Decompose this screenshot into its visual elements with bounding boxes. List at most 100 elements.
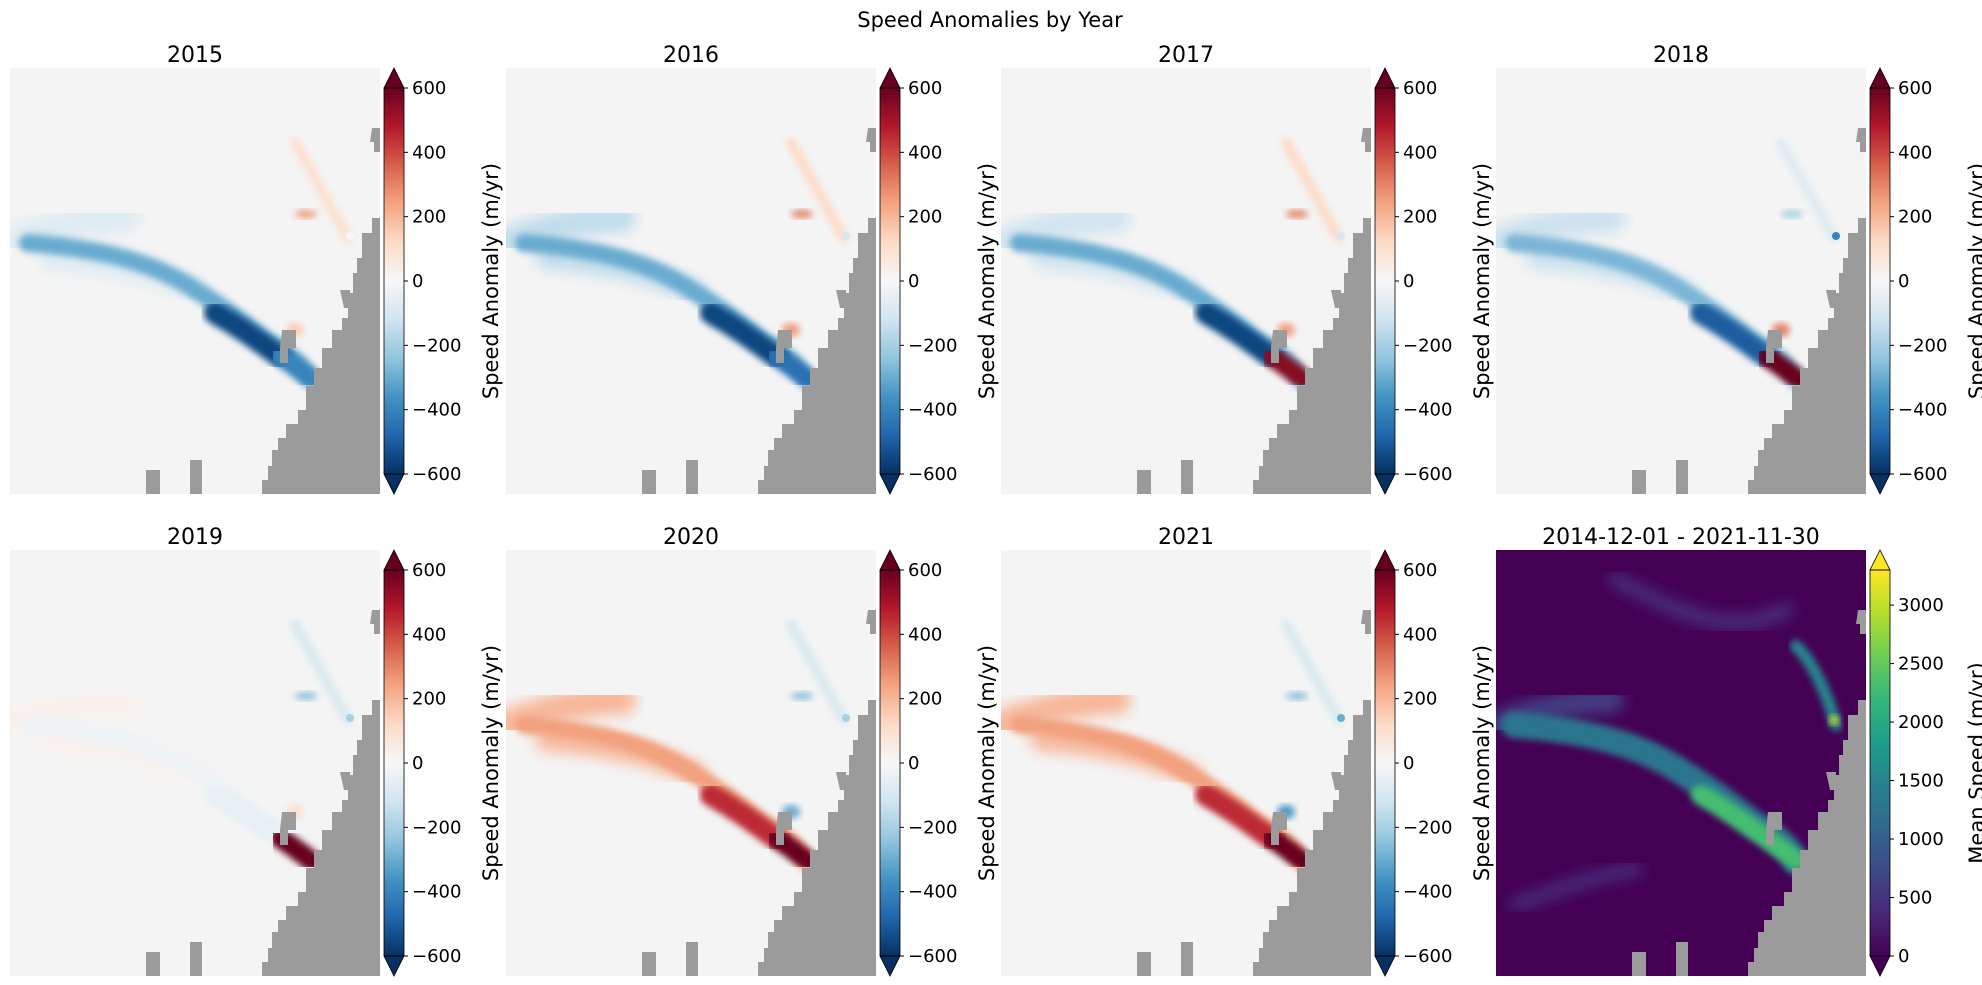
- tributary-flow: [1608, 572, 1794, 631]
- land-island: [836, 290, 846, 308]
- land-island: [1632, 952, 1646, 976]
- land-island: [776, 812, 792, 845]
- panel-title: 2016: [663, 43, 719, 68]
- north-glacier-tip: [1337, 232, 1345, 240]
- colorbar-tick-label: 0: [1403, 271, 1414, 292]
- colorbar-tick-label: −600: [412, 464, 461, 485]
- panel-2019: 2019 600 400 200 0 −200 −400 −600 Speed Anomaly …: [10, 525, 503, 977]
- colorbar-extend-min: [1869, 473, 1891, 495]
- colorbar-extend-min: [879, 473, 901, 495]
- colorbar-tick-label: −200: [908, 817, 957, 838]
- colorbar-extend-min: [1869, 955, 1891, 977]
- land-island: [1676, 460, 1688, 494]
- north-glacier-front: [791, 210, 813, 218]
- colorbar-extend-min: [1374, 473, 1396, 495]
- colorbar-tick-label: 3000: [1898, 595, 1944, 616]
- colorbar-tick-label: 0: [1898, 271, 1909, 292]
- colorbar-tick-label: 600: [1403, 560, 1437, 581]
- land-island: [686, 460, 698, 494]
- colorbar-tick-label: 1000: [1898, 829, 1944, 850]
- colorbar: 600 400 200 0 −200 −400 −600 Speed Anomaly (m/y…: [383, 67, 503, 495]
- north-glacier-tip: [1829, 715, 1839, 725]
- land-mask: [1253, 218, 1371, 494]
- colorbar-tick-label: 2500: [1898, 654, 1944, 675]
- colorbar-tick-label: 400: [1403, 142, 1437, 163]
- colorbar-tick-label: −600: [1403, 464, 1452, 485]
- colorbar-tick-label: −600: [908, 946, 957, 967]
- land-island: [1331, 290, 1341, 308]
- colorbar-tick-label: −400: [908, 882, 957, 903]
- colorbar-tick-label: 200: [1403, 207, 1437, 228]
- colorbar-tick-label: −400: [412, 882, 461, 903]
- north-glacier-flow: [1776, 138, 1839, 243]
- north-glacier-flow: [290, 138, 353, 243]
- colorbar-extend-max: [383, 67, 405, 89]
- colorbar-tick-label: −400: [1403, 882, 1452, 903]
- colorbar-label: Mean Speed (m/yr): [1965, 662, 1982, 863]
- panel-title: 2017: [1158, 43, 1214, 68]
- land-island: [1826, 290, 1836, 308]
- land-mask: [1748, 218, 1866, 494]
- north-glacier-flow: [786, 620, 849, 725]
- north-glacier-flow: [1281, 138, 1344, 243]
- land-island: [1331, 772, 1341, 790]
- colorbar-label: Speed Anomaly (m/yr): [975, 645, 999, 881]
- colorbar-tick-label: −400: [908, 400, 957, 421]
- land-island: [340, 772, 350, 790]
- colorbar-gradient: [880, 570, 900, 956]
- north-glacier-front: [1286, 210, 1308, 218]
- colorbar-extend-max: [879, 549, 901, 571]
- panel-2016: 2016 600 400 200 0 −200 −400 −600 Speed Anomaly …: [506, 43, 999, 495]
- land-island: [340, 290, 350, 308]
- colorbar: 600 400 200 0 −200 −400 −600 Speed Anomaly (m/y…: [1374, 67, 1494, 495]
- land-island: [1856, 610, 1866, 634]
- colorbar-extend-max: [1374, 67, 1396, 89]
- colorbar-tick-label: 200: [412, 689, 446, 710]
- land-mask: [262, 700, 380, 976]
- north-glacier-tip: [346, 232, 354, 240]
- colorbar-extend-max: [383, 549, 405, 571]
- colorbar: 600 400 200 0 −200 −400 −600 Speed Anomaly (m/y…: [879, 67, 999, 495]
- colorbar-tick-label: 400: [412, 142, 446, 163]
- colorbar-tick-label: 0: [1898, 946, 1909, 967]
- north-glacier-tip: [346, 714, 354, 722]
- land-island: [1632, 470, 1646, 494]
- colorbar-tick-label: 600: [1898, 78, 1932, 99]
- land-mask: [1253, 700, 1371, 976]
- land-island: [146, 470, 160, 494]
- north-glacier-flow: [1281, 620, 1344, 725]
- colorbar-tick-label: −200: [412, 335, 461, 356]
- colorbar-gradient: [384, 570, 404, 956]
- land-island: [1766, 330, 1782, 363]
- colorbar-extend-max: [1374, 549, 1396, 571]
- land-mask: [1748, 700, 1866, 976]
- land-island: [1181, 460, 1193, 494]
- colorbar-gradient: [1870, 570, 1890, 956]
- land-island: [1826, 772, 1836, 790]
- land-island: [1766, 812, 1782, 845]
- colorbar-label: Speed Anomaly (m/yr): [975, 163, 999, 399]
- panel-2014-12-01 - 2021-11-30: 2014-12-01 - 2021-11-30 3000 2500 2000 1500 1…: [1496, 525, 1982, 977]
- colorbar-label: Speed Anomaly (m/yr): [1470, 163, 1494, 399]
- north-glacier-tip: [1337, 714, 1345, 722]
- land-island: [866, 610, 876, 634]
- colorbar-gradient: [384, 88, 404, 474]
- colorbar-tick-label: 0: [412, 271, 423, 292]
- terminus-flow: [1691, 785, 1806, 870]
- colorbar-tick-label: 600: [908, 78, 942, 99]
- land-island: [1137, 470, 1151, 494]
- land-island: [370, 128, 380, 152]
- figure-title: Speed Anomalies by Year: [857, 8, 1123, 32]
- land-island: [642, 952, 656, 976]
- colorbar-label: Speed Anomaly (m/yr): [1470, 645, 1494, 881]
- colorbar-tick-label: 200: [1403, 689, 1437, 710]
- north-glacier-flow: [786, 138, 849, 243]
- panel-2015: 2015 600 400 200 0 −200 −400 −600 Speed Anomaly …: [10, 43, 503, 495]
- colorbar-tick-label: 400: [908, 142, 942, 163]
- colorbar-tick-label: 0: [908, 753, 919, 774]
- branch-flow: [1509, 863, 1643, 912]
- colorbar-tick-label: 600: [412, 560, 446, 581]
- land-island: [1137, 952, 1151, 976]
- panel-title: 2019: [167, 525, 223, 550]
